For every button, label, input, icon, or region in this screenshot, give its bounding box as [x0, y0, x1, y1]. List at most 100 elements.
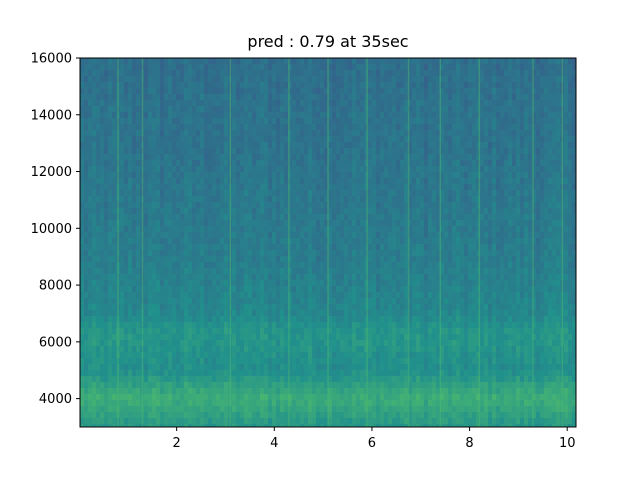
heatmap-cell: [484, 226, 489, 233]
heatmap-cell: [124, 268, 129, 275]
heatmap-cell: [276, 94, 281, 101]
heatmap-cell: [508, 202, 513, 209]
heatmap-cell: [544, 274, 549, 281]
heatmap-cell: [244, 202, 249, 209]
heatmap-cell: [544, 130, 549, 137]
heatmap-cell: [520, 208, 525, 215]
heatmap-cell: [528, 256, 533, 263]
heatmap-cell: [364, 142, 369, 149]
heatmap-cell: [272, 268, 277, 275]
heatmap-cell: [380, 112, 385, 119]
heatmap-cell: [424, 286, 429, 293]
heatmap-cell: [280, 274, 285, 281]
heatmap-cell: [88, 280, 93, 287]
heatmap-cell: [460, 64, 465, 71]
heatmap-cell: [532, 148, 537, 155]
heatmap-cell: [520, 250, 525, 257]
heatmap-cell: [472, 250, 477, 257]
heatmap-cell: [80, 130, 85, 137]
heatmap-cell: [128, 172, 133, 179]
heatmap-cell: [508, 244, 513, 251]
heatmap-cell: [368, 136, 373, 143]
heatmap-cell: [540, 130, 545, 137]
heatmap-cell: [220, 238, 225, 245]
heatmap-cell: [452, 118, 457, 125]
heatmap-cell: [100, 148, 105, 155]
heatmap-cell: [268, 148, 273, 155]
heatmap-cell: [572, 280, 577, 287]
heatmap-cell: [496, 94, 501, 101]
heatmap-cell: [200, 76, 205, 83]
heatmap-cell: [200, 220, 205, 227]
heatmap-cell: [432, 118, 437, 125]
heatmap-cell: [328, 136, 333, 143]
heatmap-cell: [244, 58, 249, 65]
heatmap-cell: [560, 178, 565, 185]
heatmap-cell: [448, 142, 453, 149]
heatmap-cell: [88, 82, 93, 89]
heatmap-cell: [236, 166, 241, 173]
heatmap-cell: [572, 238, 577, 245]
heatmap-cell: [160, 94, 165, 101]
heatmap-cell: [308, 100, 313, 107]
heatmap-cell: [560, 226, 565, 233]
heatmap-cell: [120, 298, 125, 305]
heatmap-cell: [304, 202, 309, 209]
heatmap-cell: [208, 226, 213, 233]
heatmap-cell: [160, 190, 165, 197]
heatmap-cell: [144, 244, 149, 251]
heatmap-cell: [112, 166, 117, 173]
heatmap-cell: [136, 82, 141, 89]
heatmap-cell: [324, 202, 329, 209]
heatmap-cell: [252, 286, 257, 293]
heatmap-cell: [108, 196, 113, 203]
heatmap-cell: [124, 202, 129, 209]
heatmap-cell: [500, 178, 505, 185]
heatmap-cell: [340, 238, 345, 245]
heatmap-cell: [208, 250, 213, 257]
heatmap-cell: [372, 112, 377, 119]
heatmap-cell: [328, 184, 333, 191]
heatmap-cell: [184, 262, 189, 269]
heatmap-cell: [172, 250, 177, 257]
heatmap-cell: [240, 130, 245, 137]
heatmap-cell: [304, 118, 309, 125]
heatmap-cell: [352, 292, 357, 299]
heatmap-cell: [508, 106, 513, 113]
heatmap-cell: [372, 268, 377, 275]
heatmap-cell: [308, 64, 313, 71]
heatmap-cell: [512, 148, 517, 155]
heatmap-cell: [184, 196, 189, 203]
heatmap-cell: [124, 106, 129, 113]
heatmap-cell: [348, 70, 353, 77]
heatmap-cell: [284, 184, 289, 191]
heatmap-cell: [360, 286, 365, 293]
heatmap-cell: [532, 280, 537, 287]
heatmap-cell: [516, 196, 521, 203]
heatmap-cell: [244, 292, 249, 299]
heatmap-cell: [140, 232, 145, 239]
heatmap-cell: [392, 148, 397, 155]
heatmap-cell: [512, 82, 517, 89]
heatmap-cell: [88, 184, 93, 191]
heatmap-cell: [384, 112, 389, 119]
heatmap-cell: [192, 232, 197, 239]
heatmap-cell: [104, 106, 109, 113]
heatmap-cell: [252, 64, 257, 71]
heatmap-cell: [112, 130, 117, 137]
heatmap-cell: [396, 184, 401, 191]
heatmap-cell: [492, 184, 497, 191]
heatmap-cell: [236, 256, 241, 263]
heatmap-cell: [500, 154, 505, 161]
heatmap-cell: [512, 238, 517, 245]
heatmap-cell: [140, 58, 145, 65]
heatmap-cell: [532, 130, 537, 137]
heatmap-cell: [456, 166, 461, 173]
heatmap-cell: [420, 208, 425, 215]
heatmap-cell: [80, 280, 85, 287]
heatmap-cell: [560, 184, 565, 191]
heatmap-cell: [244, 160, 249, 167]
heatmap-cell: [524, 100, 529, 107]
heatmap-cell: [232, 76, 237, 83]
heatmap-cell: [120, 70, 125, 77]
